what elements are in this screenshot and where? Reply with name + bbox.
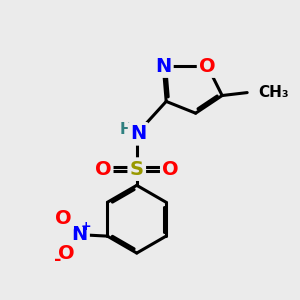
Text: N: N [130,124,146,143]
Text: CH₃: CH₃ [258,85,289,100]
Text: +: + [81,220,91,233]
Text: N: N [155,57,171,76]
Text: O: O [55,209,72,228]
Text: S: S [130,160,144,178]
Text: O: O [94,160,111,178]
Text: -: - [54,251,62,269]
Text: H: H [119,122,132,137]
Text: N: N [71,225,88,244]
Text: O: O [199,57,216,76]
Text: O: O [162,160,179,178]
Text: O: O [58,244,74,263]
